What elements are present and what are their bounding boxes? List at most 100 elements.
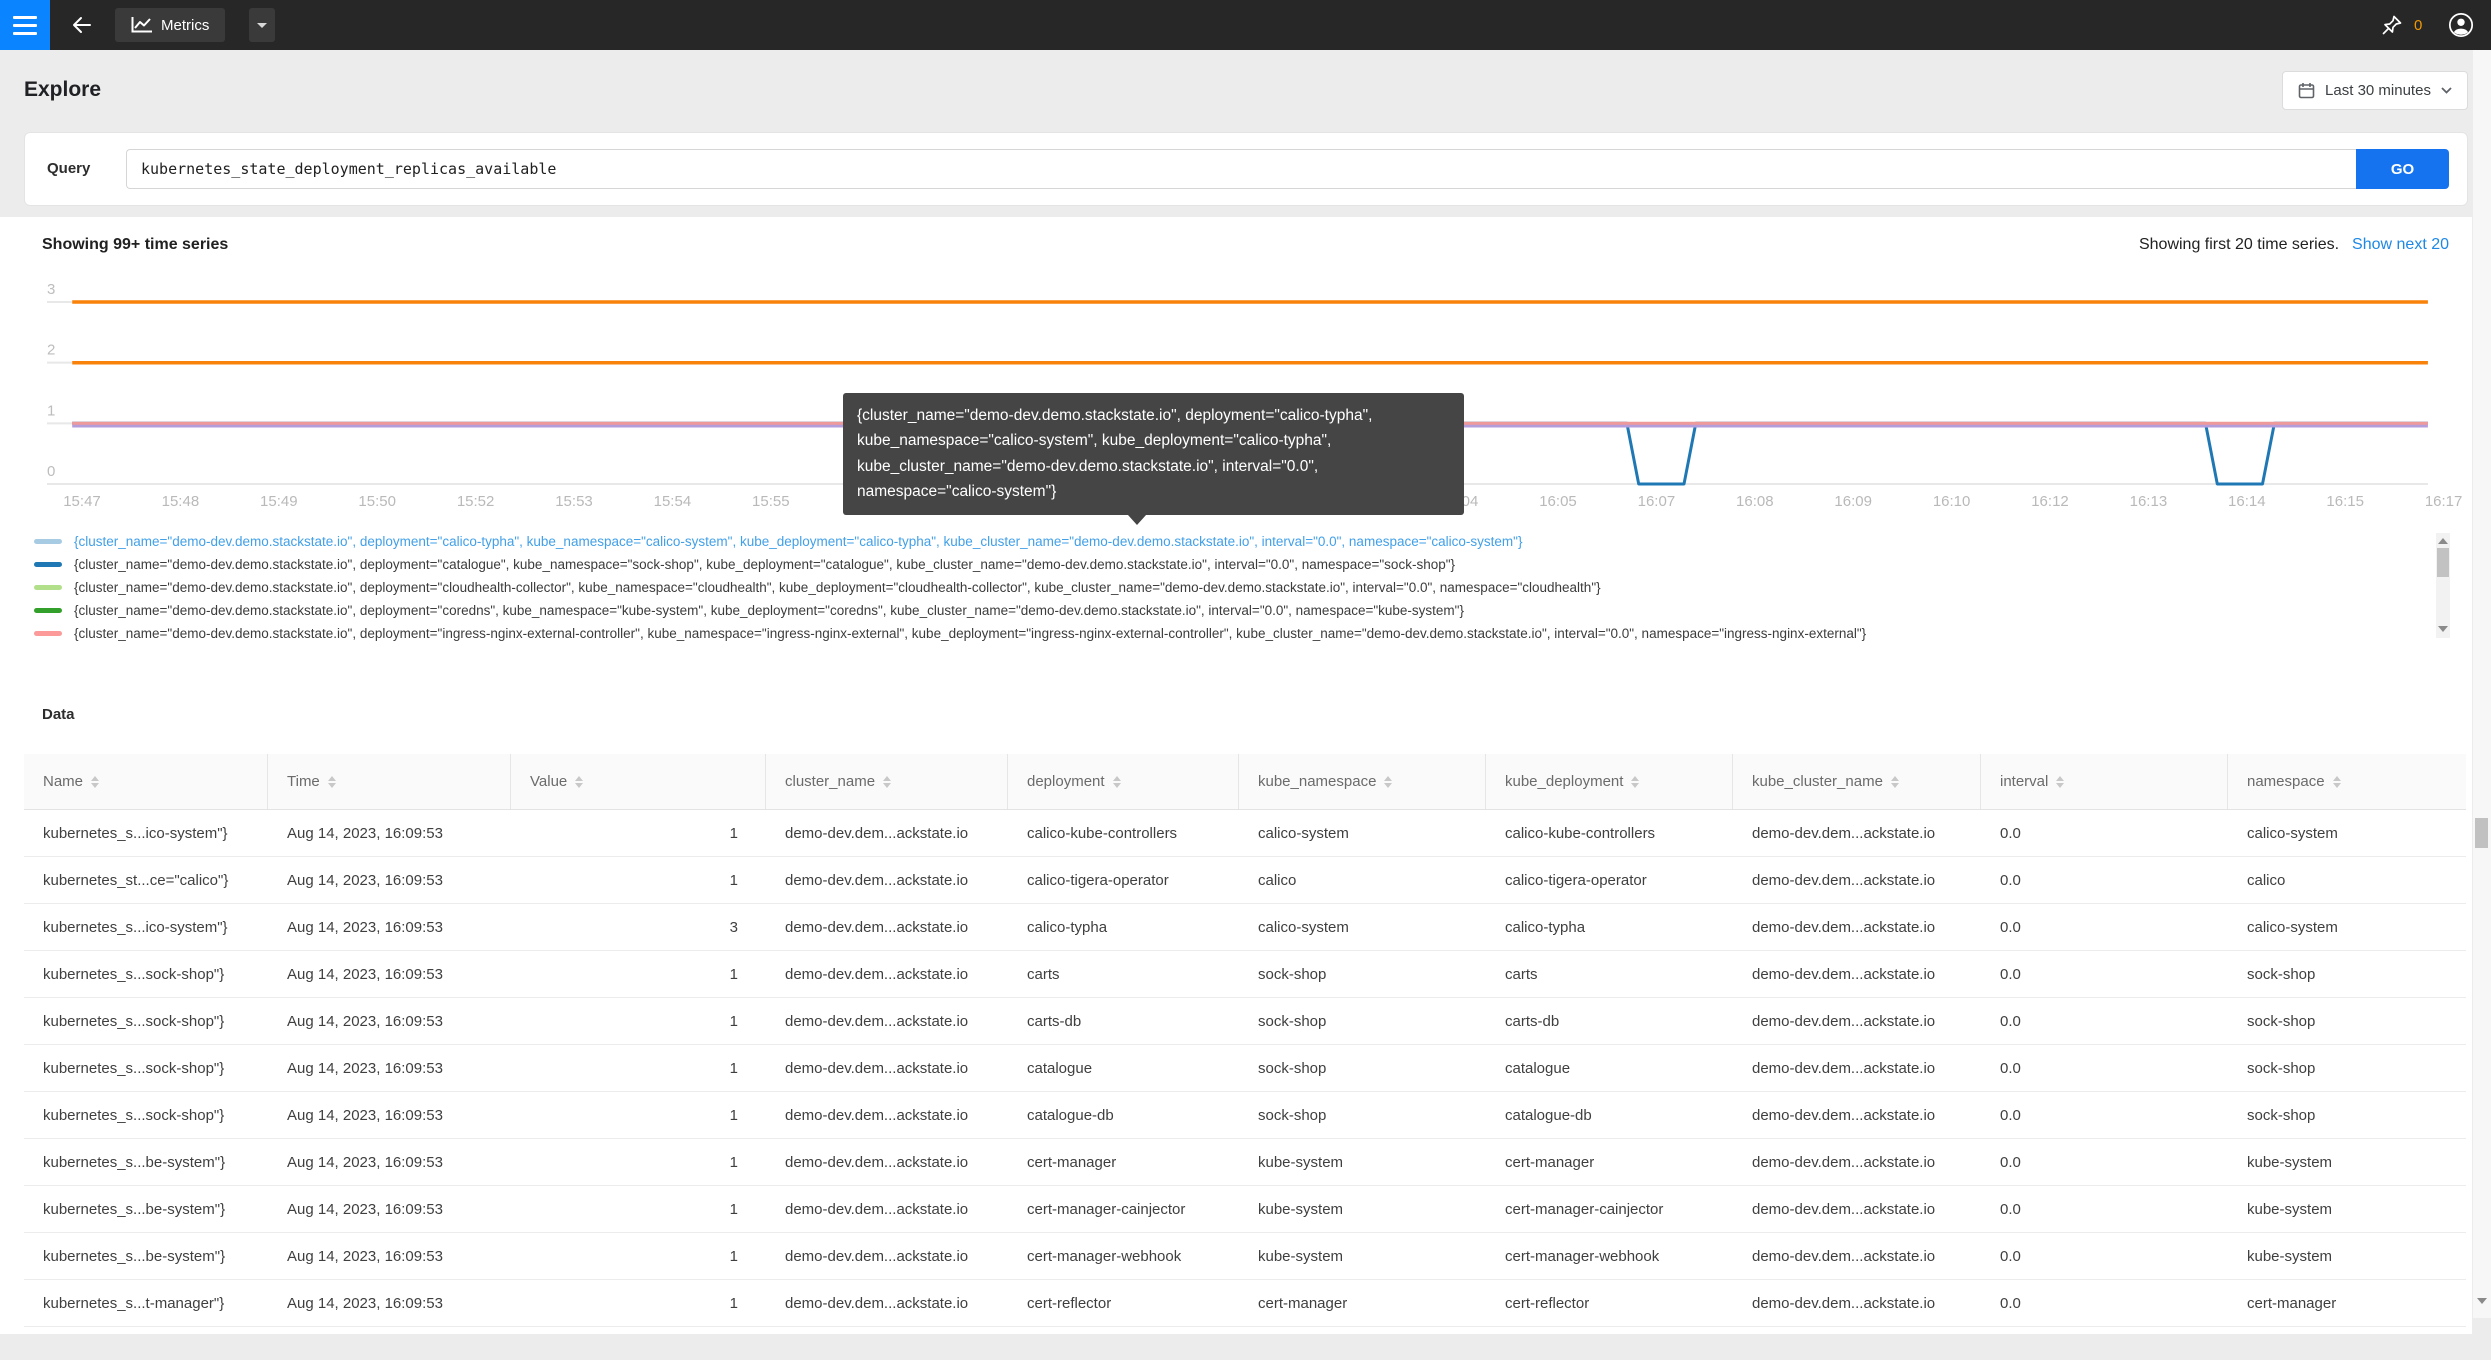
show-next-20-link[interactable]: Show next 20	[2352, 236, 2449, 253]
table-cell: carts	[1027, 965, 1060, 983]
table-cell: demo-dev.dem...ackstate.io	[785, 1294, 969, 1312]
legend-item[interactable]: {cluster_name="demo-dev.demo.stackstate.…	[0, 599, 2436, 622]
time-range-button[interactable]: Last 30 minutes	[2282, 71, 2468, 110]
table-cell: 0.0	[2000, 1012, 2021, 1030]
svg-text:1: 1	[47, 402, 55, 419]
table-cell: demo-dev.dem...ackstate.io	[785, 918, 969, 936]
table-cell: 0.0	[2000, 965, 2021, 983]
sort-icon[interactable]	[1112, 775, 1121, 788]
table-row[interactable]: kubernetes_s...be-system"} Aug 14, 2023, …	[24, 1186, 2466, 1233]
legend-item[interactable]: {cluster_name="demo-dev.demo.stackstate.…	[0, 576, 2436, 599]
table-cell: sock-shop	[2247, 1012, 2316, 1030]
sort-icon[interactable]	[327, 775, 336, 788]
column-header-kube-deployment[interactable]: kube_deployment	[1486, 754, 1733, 809]
table-cell: cert-reflector	[1027, 1294, 1112, 1312]
table-row[interactable]: kubernetes_s...sock-shop"} Aug 14, 2023, …	[24, 1092, 2466, 1139]
table-cell: calico	[1258, 871, 1297, 889]
svg-text:15:47: 15:47	[63, 493, 101, 510]
query-input[interactable]	[126, 149, 2356, 189]
svg-text:3: 3	[47, 281, 55, 298]
pinned-items-button[interactable]: 0	[2380, 13, 2422, 37]
table-row[interactable]: kubernetes_s...sock-shop"} Aug 14, 2023, …	[24, 998, 2466, 1045]
sort-icon[interactable]	[91, 775, 100, 788]
table-cell: sock-shop	[2247, 1106, 2316, 1124]
sort-icon[interactable]	[2332, 775, 2341, 788]
table-cell: kube-system	[2247, 1200, 2333, 1218]
topbar: Metrics 0	[0, 0, 2491, 50]
table-cell: sock-shop	[1258, 1012, 1327, 1030]
table-cell: cert-manager-webhook	[1027, 1247, 1182, 1265]
table-row[interactable]: kubernetes_s...be-system"} Aug 14, 2023, …	[24, 1139, 2466, 1186]
sort-icon[interactable]	[1631, 775, 1640, 788]
tab-dropdown-button[interactable]	[249, 8, 275, 42]
column-header-namespace[interactable]: namespace	[2228, 754, 2466, 809]
legend-scroll-up-icon[interactable]	[2438, 538, 2448, 544]
go-button[interactable]: GO	[2356, 149, 2449, 189]
column-header-label: cluster_name	[785, 773, 876, 790]
table-row[interactable]: kubernetes_s...sock-shop"} Aug 14, 2023, …	[24, 1045, 2466, 1092]
menu-hamburger-button[interactable]	[0, 0, 50, 50]
back-button[interactable]	[64, 7, 100, 43]
vertical-scrollbar[interactable]	[2472, 50, 2491, 1318]
sort-icon[interactable]	[883, 775, 892, 788]
table-cell: demo-dev.dem...ackstate.io	[1752, 1012, 1936, 1030]
column-header-label: Time	[287, 773, 320, 790]
column-header-deployment[interactable]: deployment	[1008, 754, 1239, 809]
table-cell: kubernetes_s...sock-shop"}	[43, 1059, 225, 1077]
table-cell: Aug 14, 2023, 16:09:53	[287, 1247, 443, 1265]
legend-swatch-icon	[34, 561, 62, 568]
table-cell: 0.0	[2000, 918, 2021, 936]
series-count-label: Showing 99+ time series	[42, 236, 229, 253]
column-header-value[interactable]: Value	[511, 754, 766, 809]
vertical-scrollbar-thumb[interactable]	[2475, 818, 2488, 848]
legend-scrollbar-thumb[interactable]	[2437, 548, 2449, 577]
chevron-down-icon	[2441, 87, 2452, 94]
table-cell: Aug 14, 2023, 16:09:53	[287, 918, 443, 936]
table-cell: demo-dev.dem...ackstate.io	[1752, 871, 1936, 889]
table-row[interactable]: kubernetes_s...t-manager"} Aug 14, 2023, …	[24, 1280, 2466, 1327]
legend-scroll-down-icon[interactable]	[2438, 626, 2448, 632]
column-header-cluster-name[interactable]: cluster_name	[766, 754, 1008, 809]
table-cell: demo-dev.dem...ackstate.io	[785, 1200, 969, 1218]
user-avatar-button[interactable]	[2448, 12, 2474, 43]
sort-icon[interactable]	[1890, 775, 1899, 788]
legend-swatch-icon	[34, 607, 62, 614]
column-header-kube-namespace[interactable]: kube_namespace	[1239, 754, 1486, 809]
table-cell: 1	[729, 1294, 738, 1312]
table-cell: 1	[729, 965, 738, 983]
table-cell: demo-dev.dem...ackstate.io	[1752, 1247, 1936, 1265]
table-cell: sock-shop	[2247, 965, 2316, 983]
column-header-time[interactable]: Time	[268, 754, 511, 809]
table-row[interactable]: kubernetes_s...be-system"} Aug 14, 2023, …	[24, 1233, 2466, 1280]
legend-item[interactable]: {cluster_name="demo-dev.demo.stackstate.…	[0, 622, 2436, 645]
table-row[interactable]: kubernetes_s...ico-system"} Aug 14, 2023,…	[24, 904, 2466, 951]
legend-series-label[interactable]: {cluster_name="demo-dev.demo.stackstate.…	[74, 534, 1523, 549]
table-cell: catalogue-db	[1505, 1106, 1592, 1124]
sort-icon[interactable]	[575, 775, 584, 788]
sort-icon[interactable]	[1384, 775, 1393, 788]
data-section-title: Data	[42, 706, 75, 723]
chevron-down-icon	[257, 22, 267, 28]
timeseries-panel: Showing 99+ time series Showing first 20…	[0, 217, 2472, 1334]
scrollbar-down-icon[interactable]	[2477, 1298, 2487, 1304]
column-header-name[interactable]: Name	[24, 754, 268, 809]
tab-metrics[interactable]: Metrics	[115, 8, 226, 42]
table-row[interactable]: kubernetes_s...ico-system"} Aug 14, 2023,…	[24, 810, 2466, 857]
table-cell: demo-dev.dem...ackstate.io	[785, 965, 969, 983]
legend-item[interactable]: {cluster_name="demo-dev.demo.stackstate.…	[0, 530, 2436, 553]
column-header-interval[interactable]: interval	[1981, 754, 2228, 809]
column-header-kube-cluster-name[interactable]: kube_cluster_name	[1733, 754, 1981, 809]
sort-icon[interactable]	[2056, 775, 2065, 788]
svg-text:15:49: 15:49	[260, 493, 298, 510]
table-row[interactable]: kubernetes_s...sock-shop"} Aug 14, 2023, …	[24, 951, 2466, 998]
tooltip-text: {cluster_name="demo-dev.demo.stackstate.…	[857, 407, 1373, 501]
tab-metrics-label: Metrics	[161, 16, 210, 34]
table-cell: calico-typha	[1505, 918, 1586, 936]
table-cell: carts	[1505, 965, 1538, 983]
table-cell: carts-db	[1505, 1012, 1560, 1030]
table-cell: calico-typha	[1027, 918, 1108, 936]
table-row[interactable]: kubernetes_st...ce="calico"} Aug 14, 2023…	[24, 857, 2466, 904]
table-cell: sock-shop	[1258, 965, 1327, 983]
svg-text:16:17: 16:17	[2425, 493, 2463, 510]
legend-item[interactable]: {cluster_name="demo-dev.demo.stackstate.…	[0, 553, 2436, 576]
